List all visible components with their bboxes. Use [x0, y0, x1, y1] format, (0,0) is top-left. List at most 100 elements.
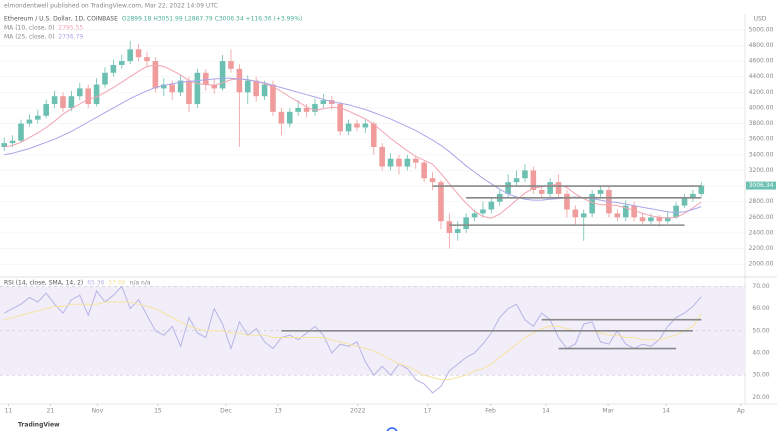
candle-body: [429, 178, 436, 183]
y-tick-label: 4800.00: [749, 42, 774, 49]
candle-body: [488, 201, 495, 210]
candle-body: [102, 72, 108, 85]
candle-body: [85, 88, 91, 105]
footer: TradingView: [18, 422, 60, 429]
x-tick-label: 13: [274, 408, 282, 415]
candle-body: [34, 115, 41, 120]
last-price-tag: [746, 181, 776, 190]
x-tick-label: 14: [662, 408, 670, 415]
candle-body: [690, 193, 696, 198]
candle-body: [387, 158, 394, 167]
candle-body: [194, 72, 201, 105]
ohlc-values: O2899.18 H3051.99 L2867.79 C3006.34 +116…: [122, 16, 302, 23]
x-tick-label: Ap: [737, 408, 745, 415]
candle-body: [228, 61, 234, 69]
candle-body: [379, 147, 385, 167]
candle-body: [236, 68, 243, 93]
candle-body: [631, 205, 637, 218]
candle-body: [471, 213, 478, 218]
candle-body: [421, 162, 427, 179]
candle-body: [639, 217, 646, 222]
candle-body: [186, 80, 192, 105]
candle-body: [160, 84, 167, 89]
x-tick-label: Mar: [602, 408, 614, 415]
candle-body: [480, 209, 486, 214]
legend-entry: MA (25, close, 0): [4, 34, 54, 41]
candle-body: [202, 72, 209, 85]
candle-body: [110, 64, 117, 73]
y-tick-label: 2200.00: [749, 245, 774, 252]
candle-body: [396, 158, 402, 167]
legend-value: 2795.55: [58, 25, 83, 32]
candle-body: [505, 182, 511, 194]
candle-body: [681, 197, 688, 206]
y-tick-label: 3600.00: [749, 136, 774, 143]
y-tick-label: 50.00: [752, 327, 769, 334]
x-tick-label: 2022: [350, 408, 365, 415]
candle-body: [656, 217, 663, 222]
y-tick-label: 4600.00: [749, 58, 774, 65]
candle-body: [572, 209, 579, 218]
x-tick-label: Dec: [220, 408, 232, 415]
candle-body: [664, 217, 671, 222]
candle-body: [144, 57, 150, 62]
y-tick-label: 2600.00: [749, 214, 774, 221]
candle-body: [337, 104, 343, 132]
candle-body: [261, 84, 268, 97]
legend-value: 65.36: [87, 280, 104, 287]
candle-body: [446, 221, 453, 233]
candle-body: [93, 84, 100, 105]
header: elmondentwell published on TradingView.c…: [4, 3, 218, 10]
series-line: [3, 285, 702, 394]
legend-value: 2736.79: [58, 34, 83, 41]
candle-body: [9, 140, 16, 144]
y-tick-label: 2000.00: [749, 261, 774, 268]
candle-body: [135, 49, 142, 58]
candle-body: [303, 107, 310, 112]
candle-body: [244, 80, 251, 93]
candle-body: [589, 193, 595, 214]
candle-body: [622, 205, 629, 218]
legend-title: Ethereum / U.S. Dollar, 1D, COINBASE: [4, 16, 118, 23]
y-tick-label: 2800.00: [749, 198, 774, 205]
candle-body: [530, 170, 537, 190]
candle-body: [580, 213, 587, 218]
candle-body: [253, 80, 259, 97]
y-tick-label: 4400.00: [749, 73, 774, 80]
legend-extra: n/a n/a: [130, 280, 151, 287]
last-price-label: 3006.34: [749, 182, 774, 189]
candle-body: [270, 84, 276, 112]
candle-body: [60, 96, 66, 108]
candle-body: [278, 111, 285, 124]
candle-body: [547, 182, 553, 194]
candle-body: [564, 193, 570, 210]
candle-body: [673, 205, 679, 218]
scroll-button[interactable]: [386, 427, 398, 431]
candle-body: [295, 107, 301, 112]
y-tick-label: 3200.00: [749, 167, 774, 174]
x-tick-label: Nov: [92, 408, 104, 415]
x-tick-label: 17: [424, 408, 432, 415]
legend-value: 57.66: [108, 280, 125, 287]
candle-body: [127, 49, 133, 62]
candle-body: [614, 213, 621, 218]
y-tick-label: 70.00: [752, 283, 769, 290]
y-tick-label: 5000.00: [749, 26, 774, 33]
candle-body: [522, 170, 528, 179]
y-tick-label: 30.00: [752, 372, 769, 379]
x-tick-label: 11: [5, 408, 13, 415]
y-tick-label: 2400.00: [749, 229, 774, 236]
candle-body: [463, 217, 469, 230]
candle-body: [26, 119, 33, 124]
candle-body: [597, 189, 604, 194]
y-tick-label: 3400.00: [749, 151, 774, 158]
x-tick-label: 21: [47, 408, 55, 415]
y-tick-label: 20.00: [752, 394, 769, 401]
candle-body: [219, 61, 226, 89]
candle-body: [68, 96, 75, 108]
candle-body: [412, 158, 419, 163]
y-tick-label: 40.00: [752, 349, 769, 356]
candle-body: [698, 185, 705, 194]
candle-body: [118, 61, 125, 65]
